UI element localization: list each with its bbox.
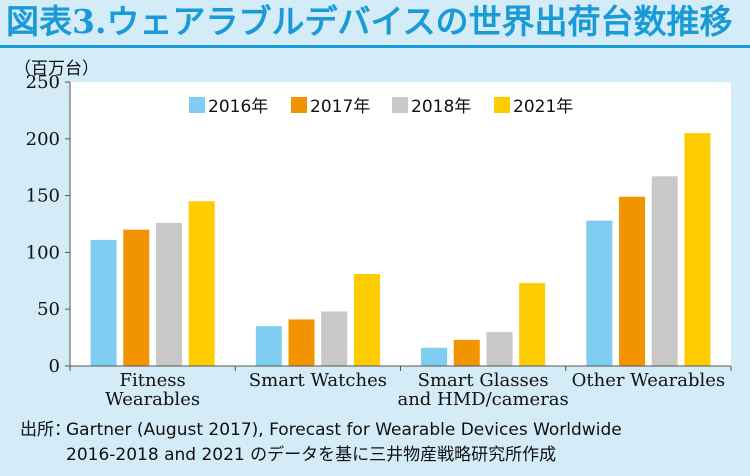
bar-3-4 xyxy=(519,283,546,366)
x-category-label: Fitness xyxy=(120,370,186,391)
bar-4-1 xyxy=(586,220,613,366)
bar-3-2 xyxy=(453,339,480,366)
x-category-label: Wearables xyxy=(105,389,200,410)
y-tick-label: 150 xyxy=(26,186,60,207)
x-category-label: Other Wearables xyxy=(572,370,725,391)
legend-swatch-1 xyxy=(189,97,205,113)
legend-label-2: 2017年 xyxy=(310,97,370,117)
bar-2-3 xyxy=(321,311,348,366)
bar-2-1 xyxy=(255,326,282,366)
y-tick-label: 50 xyxy=(37,299,60,320)
legend-label-1: 2016年 xyxy=(208,97,268,117)
title-underline xyxy=(0,45,750,48)
source-label: 出所： xyxy=(20,420,71,440)
y-tick-label: 0 xyxy=(49,356,60,377)
source-text-line-1: Gartner (August 2017), Forecast for Wear… xyxy=(66,420,622,440)
legend-label-4: 2021年 xyxy=(513,97,573,117)
y-axis-unit-label: （百万台） xyxy=(14,59,99,79)
chart-title: 図表3.ウェアラブルデバイスの世界出荷台数推移 xyxy=(6,2,733,41)
legend-label-3: 2018年 xyxy=(411,97,471,117)
bar-2-2 xyxy=(288,319,315,366)
y-ticks-group: 0 50 100 150 200 250 xyxy=(26,72,70,377)
bar-4-3 xyxy=(651,176,678,366)
x-category-label: Smart Glasses xyxy=(418,370,549,391)
source-text-line-2: 2016-2018 and 2021 のデータを基に三井物産戦略研究所作成 xyxy=(66,445,557,465)
y-tick-label: 250 xyxy=(26,72,60,93)
bar-3-1 xyxy=(421,347,448,366)
y-tick-label: 100 xyxy=(26,242,60,263)
bar-3-3 xyxy=(486,331,513,366)
legend-swatch-2 xyxy=(291,97,307,113)
bar-1-1 xyxy=(90,239,117,366)
bar-1-4 xyxy=(188,201,215,366)
bar-4-4 xyxy=(684,133,711,366)
legend: 2016年 2017年 2018年 2021年 xyxy=(189,97,573,117)
legend-swatch-4 xyxy=(494,97,510,113)
x-category-label: Smart Watches xyxy=(249,370,387,391)
bar-1-2 xyxy=(123,229,150,366)
bar-4-2 xyxy=(619,196,646,366)
bar-1-3 xyxy=(155,222,182,366)
bars-group xyxy=(90,133,711,366)
legend-swatch-3 xyxy=(392,97,408,113)
x-ticks-group xyxy=(69,366,732,371)
y-tick-label: 200 xyxy=(26,129,60,150)
x-category-label: and HMD/cameras xyxy=(397,389,568,410)
bar-2-4 xyxy=(353,273,380,366)
